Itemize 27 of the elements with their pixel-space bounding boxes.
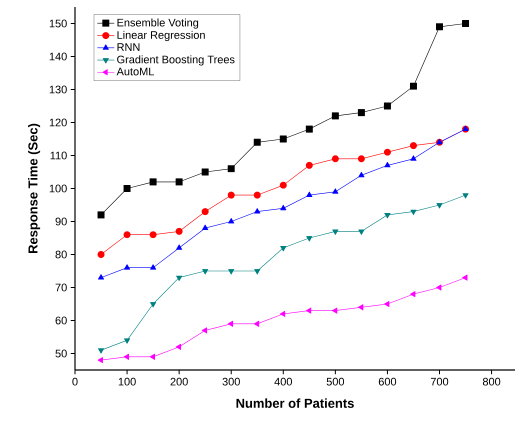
y-tick-label: 110: [50, 152, 67, 160]
y-tick-label: 100: [50, 184, 67, 192]
x-axis-title: Number of Patients: [236, 398, 354, 408]
x-tick-label: 800: [482, 378, 500, 386]
y-tick-label: 50: [55, 350, 67, 358]
y-tick-label: 150: [50, 20, 67, 28]
legend-label: Gradient Boosting Trees: [117, 55, 235, 66]
legend-label: Linear Regression: [117, 30, 205, 42]
y-tick-label: 130: [50, 86, 67, 94]
x-tick-label: 0: [72, 378, 78, 386]
y-tick-label: 60: [56, 316, 67, 324]
x-tick-label: 300: [222, 378, 240, 386]
x-tick-label: 600: [378, 378, 396, 386]
legend-label: Ensemble Voting: [117, 18, 198, 29]
x-tick-label: 700: [430, 378, 448, 386]
y-axis-title: Response Time (Sec): [28, 124, 40, 254]
y-tick-label: 120: [50, 118, 67, 126]
y-tick-label: 140: [50, 52, 67, 60]
y-tick-label: 90: [56, 218, 67, 226]
legend-label: AutoML: [116, 68, 154, 76]
legend-label: RNN: [117, 43, 140, 51]
x-tick-label: 400: [274, 378, 292, 386]
x-tick-label: 500: [326, 378, 344, 386]
y-tick-label: 80: [56, 250, 67, 258]
x-tick-label: 200: [170, 378, 188, 386]
x-tick-label: 100: [118, 378, 136, 386]
y-tick-label: 70: [56, 284, 67, 292]
